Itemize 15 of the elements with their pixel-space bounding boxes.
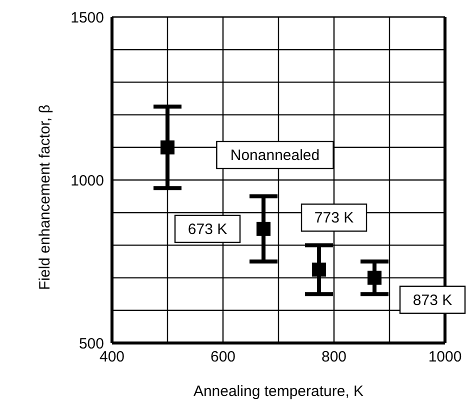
point bbox=[368, 270, 382, 285]
y-tick-label: 1000 bbox=[70, 172, 104, 190]
annotation: 873 K bbox=[412, 292, 452, 309]
point bbox=[312, 262, 326, 277]
x-tick-label: 600 bbox=[210, 348, 236, 366]
y-tick-label: 1500 bbox=[70, 9, 104, 26]
annotation: Nonannealed bbox=[230, 147, 320, 164]
point bbox=[160, 140, 174, 154]
x-axis-title: Annealing temperature, K bbox=[193, 383, 364, 400]
x-tick-label: 800 bbox=[321, 348, 347, 366]
y-axis-title: Field enhancement factor, β bbox=[36, 104, 54, 290]
annotation: 673 K bbox=[188, 220, 228, 238]
annotation: 773 K bbox=[314, 210, 354, 227]
point bbox=[256, 222, 271, 236]
x-tick-label: 1000 bbox=[428, 348, 462, 366]
